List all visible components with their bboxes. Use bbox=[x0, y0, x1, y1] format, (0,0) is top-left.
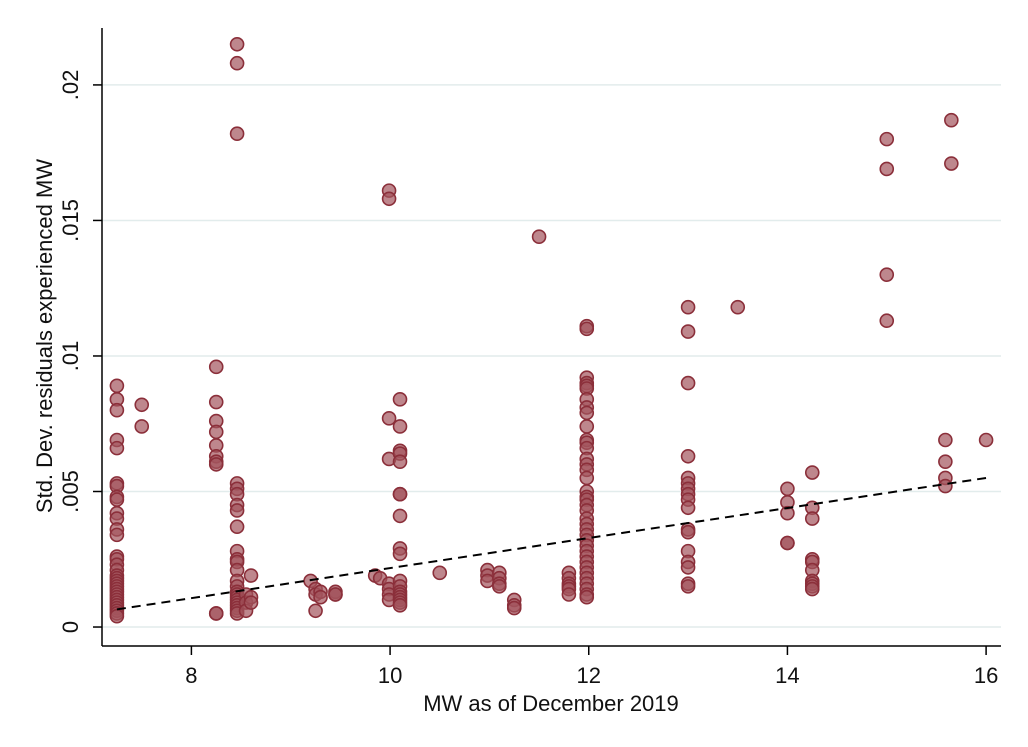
data-point bbox=[804, 465, 820, 480]
data-point bbox=[938, 478, 953, 494]
data-point bbox=[944, 112, 959, 128]
fit-line-layer bbox=[116, 476, 987, 611]
data-point bbox=[328, 587, 343, 602]
data-point bbox=[680, 524, 696, 540]
y-tick-label: .01 bbox=[58, 341, 83, 372]
data-point bbox=[680, 579, 696, 594]
data-point bbox=[208, 359, 224, 375]
data-point bbox=[561, 587, 577, 602]
gridlines bbox=[102, 84, 1001, 628]
data-point bbox=[229, 519, 245, 535]
data-point bbox=[938, 432, 953, 448]
data-point bbox=[579, 321, 595, 337]
data-point bbox=[392, 454, 408, 469]
y-tick-label: .015 bbox=[58, 199, 83, 242]
data-points bbox=[109, 36, 994, 624]
data-point bbox=[432, 565, 448, 581]
data-point bbox=[208, 424, 224, 440]
data-point bbox=[109, 527, 125, 543]
y-tick-label: .02 bbox=[58, 70, 83, 101]
data-point bbox=[392, 508, 408, 524]
data-point bbox=[804, 581, 820, 597]
data-point bbox=[308, 603, 323, 619]
data-point bbox=[680, 560, 696, 575]
data-point bbox=[579, 405, 595, 421]
tick-labels: 0 .005 .01 .015 .02 8 10 12 14 16 bbox=[58, 70, 998, 688]
data-point bbox=[492, 579, 507, 594]
data-point bbox=[109, 608, 125, 624]
x-axis-title: MW as of December 2019 bbox=[423, 691, 679, 716]
data-point bbox=[680, 375, 696, 391]
data-point bbox=[229, 503, 245, 518]
data-point bbox=[109, 492, 125, 507]
data-point bbox=[780, 481, 795, 497]
data-point bbox=[579, 419, 595, 434]
data-point bbox=[804, 511, 820, 526]
data-point bbox=[579, 470, 595, 486]
data-point bbox=[944, 156, 959, 171]
data-point bbox=[313, 589, 328, 605]
data-point bbox=[243, 568, 259, 583]
data-point bbox=[392, 546, 408, 562]
data-point bbox=[208, 394, 224, 410]
data-point bbox=[229, 126, 245, 142]
data-point bbox=[392, 486, 408, 502]
y-tick-label: 0 bbox=[58, 621, 83, 633]
y-tick-label: .005 bbox=[58, 470, 83, 513]
data-point bbox=[680, 448, 696, 464]
data-point bbox=[392, 392, 408, 407]
x-tick-label: 8 bbox=[185, 663, 197, 688]
data-point bbox=[134, 419, 150, 434]
axes bbox=[101, 28, 1001, 647]
y-axis-title: Std. Dev. residuals experienced MW bbox=[32, 159, 57, 513]
data-point bbox=[208, 606, 224, 621]
data-point bbox=[109, 440, 125, 456]
data-point bbox=[978, 432, 994, 448]
data-point bbox=[480, 573, 495, 589]
data-point bbox=[381, 411, 397, 426]
x-tick-label: 10 bbox=[378, 663, 402, 688]
data-point bbox=[392, 419, 408, 434]
data-point bbox=[506, 600, 522, 616]
data-point bbox=[109, 402, 125, 418]
data-point bbox=[680, 500, 696, 516]
data-point bbox=[879, 131, 895, 147]
x-tick-label: 16 bbox=[974, 663, 998, 688]
data-point bbox=[879, 313, 895, 329]
data-point bbox=[730, 299, 746, 315]
data-point bbox=[229, 36, 245, 52]
data-point bbox=[531, 229, 547, 245]
data-point bbox=[134, 397, 150, 413]
data-point bbox=[780, 505, 795, 521]
data-point bbox=[381, 191, 397, 207]
data-point bbox=[208, 457, 224, 472]
data-point bbox=[229, 55, 245, 71]
data-point bbox=[392, 598, 408, 613]
data-point bbox=[879, 267, 895, 282]
data-point bbox=[780, 535, 795, 551]
data-point bbox=[680, 299, 696, 315]
x-tick-label: 14 bbox=[775, 663, 799, 688]
fit-line bbox=[116, 476, 987, 611]
data-point bbox=[680, 324, 696, 339]
data-point bbox=[109, 378, 125, 394]
data-point bbox=[579, 589, 595, 605]
data-point bbox=[243, 595, 259, 610]
data-point bbox=[938, 454, 953, 469]
x-tick-label: 12 bbox=[577, 663, 601, 688]
data-point bbox=[879, 161, 895, 177]
